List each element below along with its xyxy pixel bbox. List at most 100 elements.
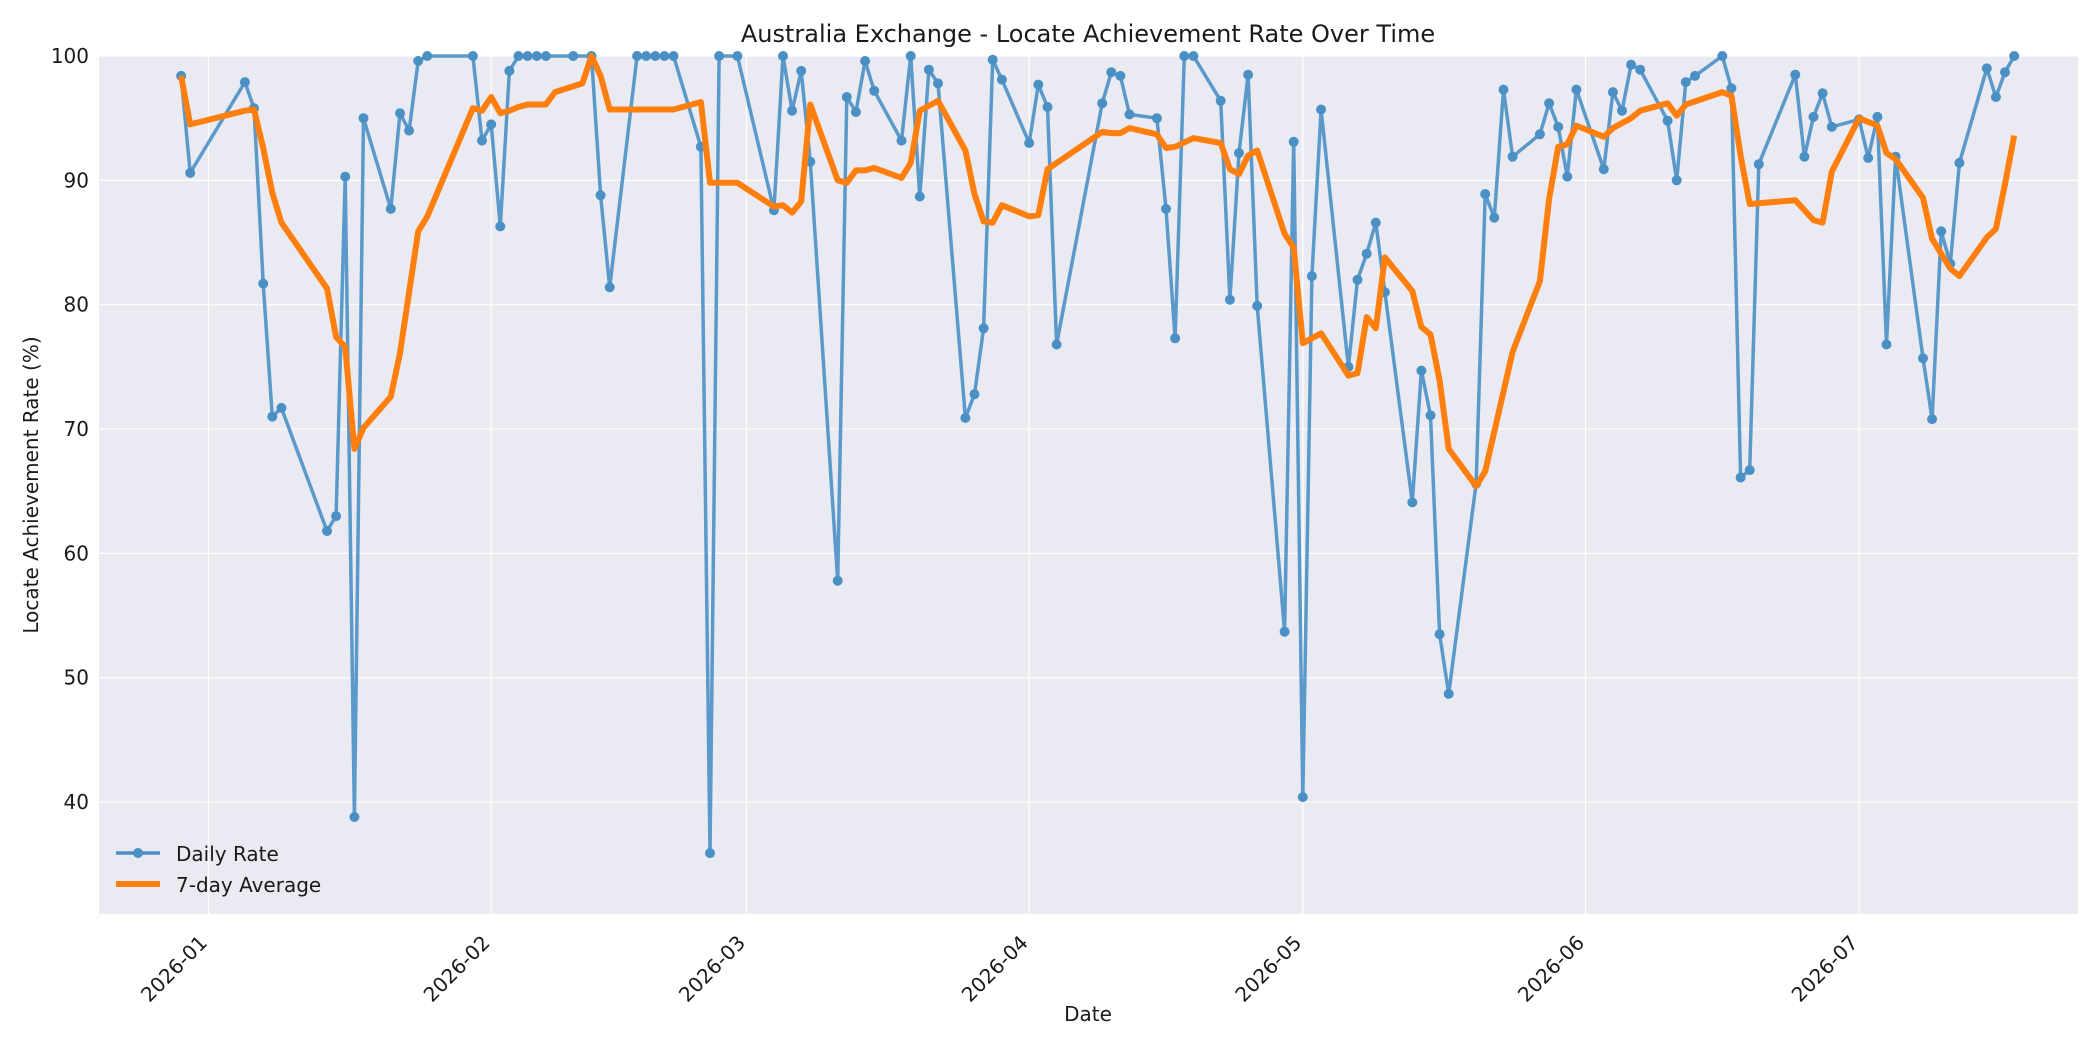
series-7-day-average <box>178 53 2018 490</box>
daily-rate-point <box>1817 88 1828 99</box>
daily-rate-point <box>1690 70 1700 81</box>
daily-rate-point <box>1562 171 1573 182</box>
daily-rate-point <box>1024 138 1035 148</box>
daily-rate-point <box>1151 113 1162 124</box>
daily-rate-point <box>650 51 661 61</box>
grid <box>99 55 2078 914</box>
daily-rate-point <box>385 203 396 214</box>
y-tick-label: 40 <box>64 790 89 814</box>
y-tick-label: 100 <box>51 44 89 68</box>
daily-rate-point <box>404 125 415 136</box>
daily-rate-point <box>659 51 670 61</box>
daily-rate-point <box>1607 87 1618 98</box>
legend-daily-label: Daily Rate <box>176 842 279 866</box>
daily-rate-point <box>1161 203 1171 214</box>
daily-rate-point <box>1872 111 1883 122</box>
daily-rate-point <box>1626 59 1637 70</box>
daily-rate-point <box>914 191 925 202</box>
y-tick-label: 90 <box>64 168 89 192</box>
daily-rate-point <box>1316 104 1327 115</box>
daily-rate-point <box>477 135 487 146</box>
daily-rate-point <box>1808 111 1819 122</box>
y-tick-label: 70 <box>64 417 89 441</box>
daily-rate-point <box>1553 121 1564 132</box>
daily-rate-point <box>1680 77 1691 88</box>
daily-rate-point <box>267 411 278 422</box>
daily-rate-point <box>732 51 743 61</box>
daily-rate-point <box>1744 465 1755 476</box>
daily-rate-point <box>1826 121 1837 132</box>
daily-rate-point <box>1863 153 1874 163</box>
daily-rate-point <box>1480 189 1491 199</box>
daily-rate-point <box>1297 792 1308 803</box>
daily-rate-point <box>905 51 916 61</box>
daily-rate-point <box>331 511 342 522</box>
daily-rate-point <box>2009 51 2020 61</box>
daily-rate-point <box>604 282 615 293</box>
daily-rate-point <box>1425 410 1436 421</box>
daily-rate-point <box>349 812 360 822</box>
y-tick-label: 80 <box>64 293 89 317</box>
daily-rate-point <box>1370 217 1381 228</box>
daily-rate-point <box>1306 271 1317 282</box>
daily-rate-point <box>850 107 861 117</box>
daily-rate-point <box>2000 67 2010 78</box>
daily-rate-point <box>1361 248 1372 259</box>
daily-rate-point <box>832 575 843 586</box>
daily-rate-point <box>358 113 369 124</box>
7-day-average-line <box>178 53 2018 490</box>
daily-rate-point <box>1990 92 2001 102</box>
daily-rate-point <box>796 65 807 76</box>
daily-rate-point <box>1918 353 1928 364</box>
series-layer <box>176 51 2020 859</box>
y-axis-label: Locate Achievement Rate (%) <box>19 336 43 633</box>
daily-rate-point <box>531 51 542 61</box>
daily-rate-point <box>641 51 652 61</box>
y-axis-ticks: 40 50 60 70 80 90 100 <box>51 44 89 814</box>
daily-rate-point <box>276 402 287 413</box>
daily-rate-point <box>1033 79 1044 90</box>
daily-rate-point <box>869 85 880 96</box>
series-daily-rate <box>176 51 2020 859</box>
daily-rate-point <box>322 526 332 536</box>
daily-rate-point <box>1224 294 1235 305</box>
chart-title: Australia Exchange - Locate Achievement … <box>741 20 1435 48</box>
daily-rate-point <box>1544 98 1555 109</box>
daily-rate-point <box>185 167 196 178</box>
daily-rate-point <box>1288 136 1299 147</box>
daily-rate-point <box>705 848 715 859</box>
daily-rate-point <box>1443 688 1454 699</box>
daily-rate-point <box>1790 69 1801 80</box>
daily-rate-point <box>1726 83 1737 94</box>
daily-rate-point <box>495 221 506 232</box>
legend-avg-label: 7-day Average <box>176 873 321 897</box>
daily-rate-point <box>340 171 351 182</box>
y-tick-label: 60 <box>64 541 89 565</box>
daily-rate-point <box>1617 105 1627 116</box>
daily-rate-point <box>1243 69 1254 80</box>
daily-rate-point <box>1507 151 1518 162</box>
daily-rate-point <box>841 92 852 102</box>
legend: Daily Rate 7-day Average <box>116 842 321 897</box>
daily-rate-point <box>395 108 405 119</box>
daily-rate-point <box>1407 497 1418 508</box>
daily-rate-point <box>568 51 579 61</box>
daily-rate-point <box>714 51 725 61</box>
daily-rate-point <box>978 323 989 334</box>
daily-rate-point <box>258 278 269 289</box>
daily-rate-point <box>1936 226 1947 237</box>
daily-rate-point <box>1735 472 1746 483</box>
daily-rate-point <box>467 51 478 61</box>
daily-rate-point <box>969 389 980 400</box>
daily-rate-point <box>996 74 1007 85</box>
daily-rate-point <box>787 105 798 116</box>
daily-rate-point <box>1598 164 1609 175</box>
x-axis-label: Date <box>1064 1002 1112 1026</box>
daily-rate-point <box>595 190 606 201</box>
daily-rate-point <box>540 51 551 61</box>
daily-rate-point <box>987 54 998 65</box>
daily-rate-point <box>1753 159 1764 170</box>
y-tick-label: 50 <box>64 666 89 690</box>
daily-rate-point <box>1188 51 1199 61</box>
daily-rate-point <box>1534 129 1545 140</box>
